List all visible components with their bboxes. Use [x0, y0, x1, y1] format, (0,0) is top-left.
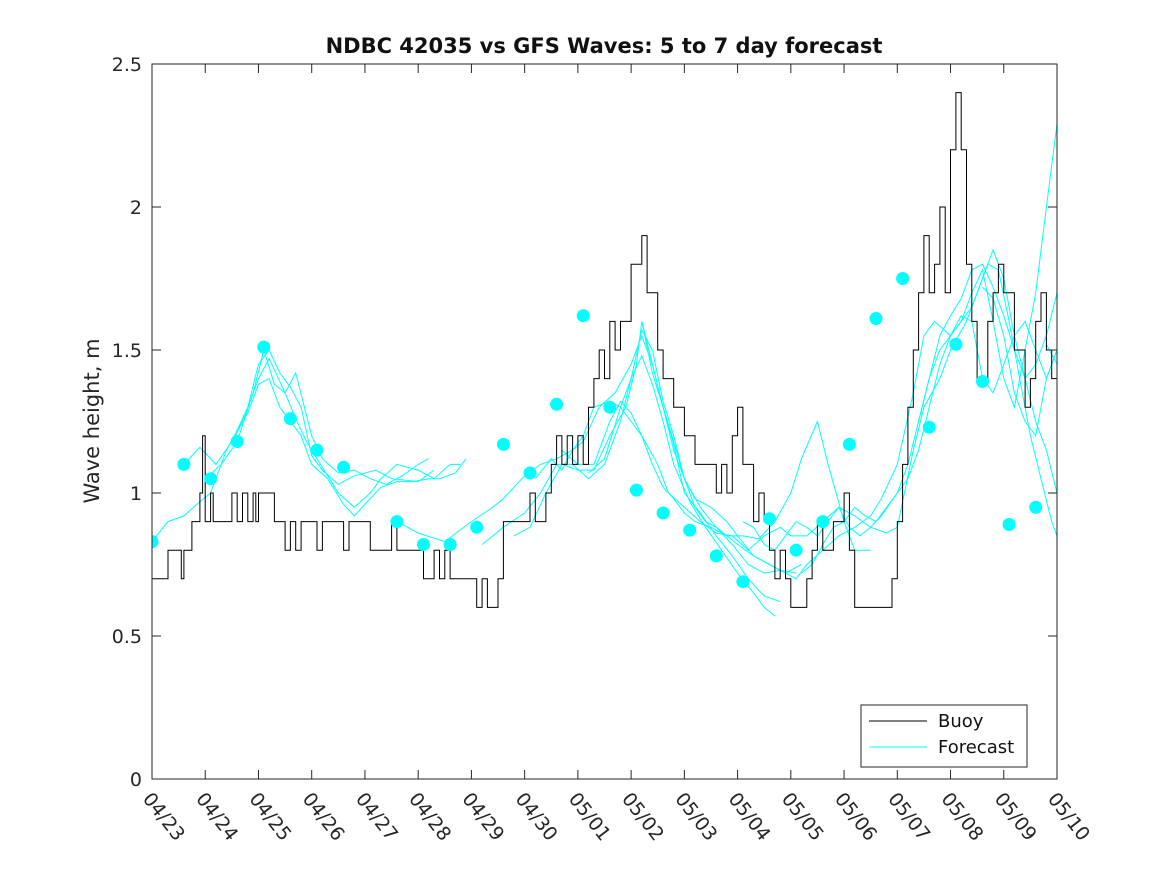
buoy-line	[152, 92, 1057, 608]
forecast-line-3	[204, 348, 461, 508]
axes-box	[151, 63, 1058, 780]
forecast-line-8	[534, 354, 776, 617]
legend-box	[860, 704, 1028, 768]
forecast-line-4	[231, 377, 467, 517]
forecast-marker-28	[896, 272, 910, 285]
y-tick-label-1: 0.5	[112, 626, 142, 648]
forecast-marker-11	[443, 538, 457, 551]
forecast-marker-10	[417, 538, 430, 551]
forecast-marker-29	[922, 420, 936, 434]
forecast-marker-17	[603, 400, 617, 414]
data-layer	[152, 92, 1057, 617]
y-tick-label-3: 1.5	[112, 340, 142, 362]
forecast-marker-12	[470, 520, 484, 534]
forecast-line-10	[588, 263, 1057, 551]
forecast-line-5	[396, 334, 797, 574]
forecast-line-2	[183, 349, 435, 486]
forecast-marker-21	[709, 549, 723, 563]
forecast-line-9	[561, 400, 871, 551]
forecast-marker-20	[683, 523, 697, 537]
forecast-line-1	[152, 357, 430, 542]
y-tick-label-0: 0	[130, 769, 142, 791]
forecast-marker-33	[1029, 500, 1043, 514]
forecast-marker-13	[496, 437, 510, 451]
forecast-marker-7	[310, 443, 324, 457]
forecast-marker-4	[230, 435, 244, 448]
forecast-marker-26	[842, 437, 856, 451]
forecast-marker-30	[949, 337, 963, 351]
forecast-marker-25	[816, 515, 830, 529]
forecast-marker-9	[390, 515, 404, 529]
forecast-marker-5	[257, 340, 271, 354]
y-tick-label-5: 2.5	[112, 54, 142, 76]
forecast-marker-27	[869, 312, 883, 325]
forecast-marker-16	[576, 309, 590, 323]
forecast-marker-6	[283, 412, 297, 426]
forecast-marker-24	[789, 543, 803, 557]
forecast-marker-32	[1002, 518, 1016, 531]
legend-label-forecast: Forecast	[938, 737, 1014, 758]
forecast-marker-8	[337, 460, 351, 474]
forecast-line-15	[982, 286, 1057, 438]
forecast-marker-31	[976, 375, 989, 388]
forecast-marker-2	[177, 457, 191, 471]
forecast-marker-23	[763, 512, 776, 526]
y-axis-label: Wave height, m	[80, 338, 104, 503]
forecast-marker-15	[550, 397, 564, 411]
forecast-marker-18	[629, 483, 643, 497]
y-tick-label-2: 1	[130, 483, 142, 505]
forecast-marker-3	[204, 472, 218, 486]
legend: Buoy Forecast	[860, 704, 1028, 768]
forecast-marker-14	[523, 466, 537, 480]
legend-label-buoy: Buoy	[938, 711, 984, 732]
forecast-marker-22	[736, 575, 750, 589]
forecast-marker-1	[152, 535, 159, 549]
forecast-line-14	[918, 263, 1057, 422]
y-tick-label-4: 2	[130, 197, 142, 219]
forecast-line-11	[641, 248, 1057, 580]
forecast-marker-19	[656, 506, 670, 520]
chart-title: NDBC 42035 vs GFS Waves: 5 to 7 day fore…	[326, 34, 883, 58]
